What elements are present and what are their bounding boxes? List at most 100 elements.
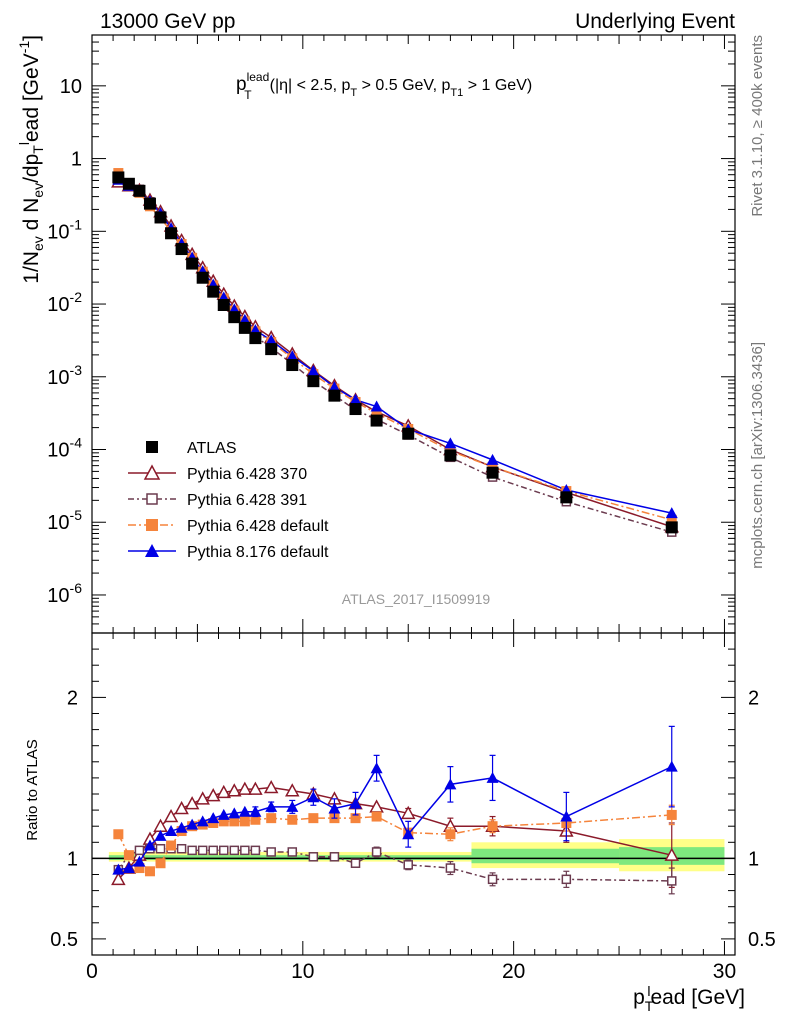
marker-triangle [307, 791, 320, 803]
ratio-yticks: 0.5 0.5 1 1 2 2 [50, 632, 776, 956]
marker-triangle [145, 544, 159, 557]
stat-band [471, 848, 620, 864]
marker-triangle [186, 818, 199, 830]
marker-square [266, 813, 277, 824]
y-tick-label-ratio-right: 2 [748, 687, 759, 709]
rivet-label: Rivet 3.1.10, ≥ 400k events [749, 35, 766, 217]
marker-square [165, 227, 178, 240]
marker-open-triangle [227, 783, 242, 797]
marker-square [328, 389, 341, 402]
marker-triangle [444, 778, 457, 790]
marker-open-square [487, 874, 498, 885]
mcplots-label: mcplots.cern.ch [arXiv:1306.3436] [749, 342, 766, 569]
marker-triangle [444, 437, 457, 449]
marker-triangle [112, 863, 125, 875]
marker-triangle [196, 815, 209, 827]
marker-square [350, 813, 361, 824]
marker-triangle [238, 805, 251, 817]
marker-triangle [286, 800, 299, 812]
marker-open-triangle [184, 796, 200, 810]
marker-open-square [240, 845, 250, 856]
marker-square [371, 408, 382, 419]
marker-open-triangle [205, 788, 221, 802]
marker-square [218, 816, 229, 827]
marker-triangle [370, 762, 383, 774]
marker-triangle [217, 808, 230, 820]
marker-open-triangle [237, 781, 253, 795]
legend-label: Pythia 8.176 default [187, 544, 329, 561]
main-ylabel: 1/Nev d Nev/dpTlead [GeV-1] [16, 35, 46, 284]
marker-square [217, 298, 230, 311]
ratio-data [111, 725, 680, 895]
marker-square [133, 184, 146, 197]
y-tick-label-main: 10-3 [47, 362, 82, 389]
marker-square [444, 449, 457, 462]
annotation-rest2: > 0.5 GeV, p [357, 77, 450, 94]
marker-square [402, 427, 415, 440]
x-tick-label: 20 [502, 960, 525, 983]
main-data [111, 168, 680, 537]
legend-label: Pythia 6.428 370 [187, 466, 307, 483]
marker-open-triangle [216, 784, 232, 799]
marker-square [666, 809, 677, 820]
annotation: plead T(|η| < 2.5, pT > 0.5 GeV, pT1 > 1 … [236, 70, 532, 102]
marker-triangle [286, 350, 299, 362]
series-line-main [117, 179, 672, 514]
main-panel: 10-6 10-5 10-4 10-3 10-2 10-1 1 10 [47, 34, 736, 634]
annotation-sup: lead [247, 70, 270, 84]
ratio-bands [92, 839, 735, 872]
marker-triangle [370, 400, 383, 412]
annotation-sub: T [244, 88, 252, 102]
marker-square [229, 816, 240, 827]
marker-triangle [560, 810, 573, 822]
legend-label: Pythia 6.428 default [187, 518, 329, 535]
marker-open-square [155, 843, 166, 854]
annotation-p: p [236, 74, 247, 95]
marker-square [238, 321, 251, 334]
marker-open-square [266, 847, 276, 857]
ratio-panel: 0.5 0.5 1 1 2 2 [50, 632, 776, 956]
marker-open-square [308, 852, 319, 862]
marker-open-triangle [664, 847, 680, 861]
marker-square [445, 829, 456, 840]
y-tick-label-main: 10-4 [47, 435, 82, 462]
marker-square [349, 403, 362, 416]
legend-label: Pythia 6.428 391 [187, 492, 307, 509]
marker-open-square [287, 847, 298, 857]
marker-square [146, 441, 158, 453]
marker-open-square [350, 858, 361, 868]
marker-square [134, 863, 145, 874]
marker-triangle [165, 825, 178, 837]
stat-band [108, 855, 472, 861]
legend: ATLAS Pythia 6.428 370 Pythia 6.428 391 Pyt… [128, 440, 329, 561]
annotation-sub3: T1 [450, 87, 463, 99]
header-left: 13000 GeV pp [100, 10, 235, 33]
x-ticks: 0 10 20 30 [86, 35, 736, 983]
marker-square [666, 514, 677, 525]
marker-open-square [667, 876, 677, 886]
marker-square [207, 285, 220, 298]
marker-square [196, 271, 209, 284]
marker-square [143, 197, 156, 210]
marker-triangle [665, 507, 678, 519]
marker-open-square [219, 845, 229, 856]
annotation-rest1: (|η| < 2.5, p [270, 77, 351, 94]
marker-triangle [133, 855, 146, 867]
marker-square [186, 257, 199, 270]
y-tick-label-main: 10-1 [47, 216, 82, 243]
marker-open-triangle [248, 781, 263, 795]
marker-open-triangle [111, 871, 126, 886]
marker-square [175, 243, 188, 256]
ratio-frame [91, 632, 736, 956]
marker-square [308, 813, 319, 824]
marker-triangle [328, 802, 341, 814]
x-tick-label: 30 [713, 960, 736, 983]
marker-triangle [665, 760, 678, 772]
marker-square [249, 332, 262, 345]
marker-square [265, 343, 278, 356]
marker-triangle [349, 393, 362, 405]
marker-open-square [561, 874, 572, 885]
marker-open-triangle [285, 783, 300, 797]
x-tick-label: 0 [86, 960, 98, 983]
marker-square [112, 171, 125, 184]
